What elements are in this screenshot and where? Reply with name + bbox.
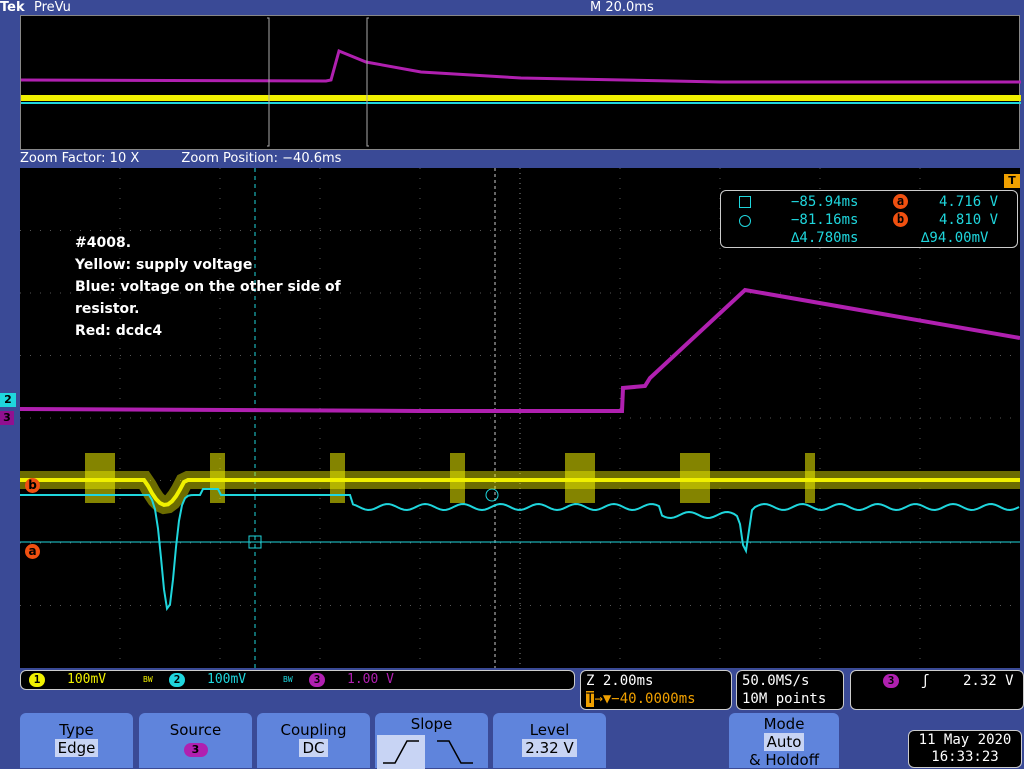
trigger-source-badge: 3 (883, 674, 899, 688)
acquisition-readout[interactable]: 50.0MS/s 10M points (736, 670, 844, 710)
square-cursor-icon (739, 196, 751, 208)
ch1-bw-icon: BW (143, 675, 153, 684)
cursor2-time: −81.16ms (791, 212, 859, 228)
level-button[interactable]: Level 2.32 V (493, 713, 606, 768)
sample-rate: 50.0MS/s (742, 673, 810, 689)
timebase-readout: M 20.0ms (590, 0, 654, 15)
circle-cursor-icon (485, 488, 499, 502)
coupling-button[interactable]: Coupling DC (257, 713, 370, 768)
rising-edge-icon: ʃ (921, 673, 930, 689)
zoom-position: Zoom Position: −40.6ms (181, 151, 342, 166)
ch1-burst (680, 453, 710, 503)
source-button[interactable]: Source 3 (139, 713, 252, 768)
ch2-bw-icon: BW (283, 675, 293, 684)
delta-time: ∆4.780ms (791, 230, 859, 246)
top-bar: Tek PreVu M 20.0ms (0, 0, 1024, 15)
note-line: #4008. (75, 235, 132, 251)
cursor-b-marker[interactable]: b (25, 478, 40, 493)
ch3-scale[interactable]: 1.00 V (347, 672, 394, 687)
time: 16:33:23 (931, 749, 999, 765)
main-graticule[interactable] (19, 168, 1021, 668)
type-button[interactable]: Type Edge (20, 713, 133, 768)
note-line: Red: dcdc4 (75, 323, 163, 339)
rising-edge-icon (383, 740, 419, 764)
trigger-marker: T (1004, 174, 1020, 188)
source-value: 3 (183, 743, 208, 757)
ch1-trace (20, 478, 1020, 507)
zoom-window-right (366, 17, 369, 147)
note-line: Blue: voltage on the other side of (75, 279, 341, 295)
zoom-info: Zoom Factor: 10 X Zoom Position: −40.6ms (20, 150, 1020, 167)
trigger-delay: −40.0000ms (611, 691, 696, 707)
cursor-a-voltage: 4.716 V (939, 194, 999, 210)
coupling-value: DC (299, 739, 328, 757)
ch3-marker[interactable]: 3 (0, 411, 14, 425)
ch3-badge[interactable]: 3 (309, 673, 325, 687)
trigger-readout[interactable]: 3 ʃ 2.32 V (850, 670, 1024, 710)
preview-waveform[interactable] (20, 15, 1021, 150)
trigger-level: 2.32 V (963, 673, 1014, 689)
note-line: resistor. (75, 301, 140, 317)
zoom-scale: Z 2.00ms (586, 673, 654, 689)
ch1-burst (805, 453, 815, 503)
date: 11 May 2020 (918, 732, 1012, 748)
cursor1-time: −85.94ms (791, 194, 859, 210)
zoom-factor: Zoom Factor: 10 X (20, 151, 140, 166)
cursor-readout: −85.94ms −81.16ms ∆4.780ms a b 4.716 V 4… (720, 190, 1018, 248)
note-line: Yellow: supply voltage (75, 257, 253, 273)
datetime: 11 May 2020 16:33:23 (908, 730, 1022, 768)
brand-logo: Tek (0, 0, 25, 15)
ch2-scale[interactable]: 100mV (207, 672, 247, 687)
ch2-badge[interactable]: 2 (169, 673, 185, 687)
delta-voltage: ∆94.00mV (921, 230, 989, 246)
falling-edge-icon (437, 740, 473, 764)
mode-holdoff-button[interactable]: Mode Auto & Holdoff (729, 713, 839, 769)
square-cursor-icon (248, 535, 262, 549)
cursor-b-voltage: 4.810 V (939, 212, 999, 228)
ch1-burst (450, 453, 465, 503)
preview-ch3-trace (20, 48, 1021, 84)
circle-cursor-icon (739, 215, 751, 227)
ch1-burst (210, 453, 225, 503)
zoom-window-left (267, 17, 270, 147)
ch2-trace (20, 488, 1020, 612)
mode-label: PreVu (34, 0, 71, 15)
ch1-burst (565, 453, 595, 503)
type-value: Edge (54, 739, 99, 757)
cursor-a-badge: a (893, 194, 908, 209)
annotation-note: #4008. Yellow: supply voltage Blue: volt… (75, 232, 341, 342)
ch1-scale[interactable]: 100mV (67, 672, 107, 687)
cursor-b-badge: b (893, 212, 908, 227)
cursor-a-marker[interactable]: a (25, 544, 40, 559)
slope-button[interactable]: Slope (375, 713, 488, 769)
channel-bar: 1 100mV BW 2 100mV BW 3 1.00 V (20, 670, 575, 690)
mode-value: Auto (763, 733, 805, 751)
ch3-trace (19, 287, 1021, 413)
ch2-marker[interactable]: 2 (0, 393, 16, 407)
level-value: 2.32 V (522, 739, 577, 757)
ch1-burst (330, 453, 345, 503)
horizontal-readout[interactable]: Z 2.00ms T→▼−40.0000ms (580, 670, 732, 710)
record-length: 10M points (742, 691, 827, 707)
ch1-badge[interactable]: 1 (29, 673, 45, 687)
